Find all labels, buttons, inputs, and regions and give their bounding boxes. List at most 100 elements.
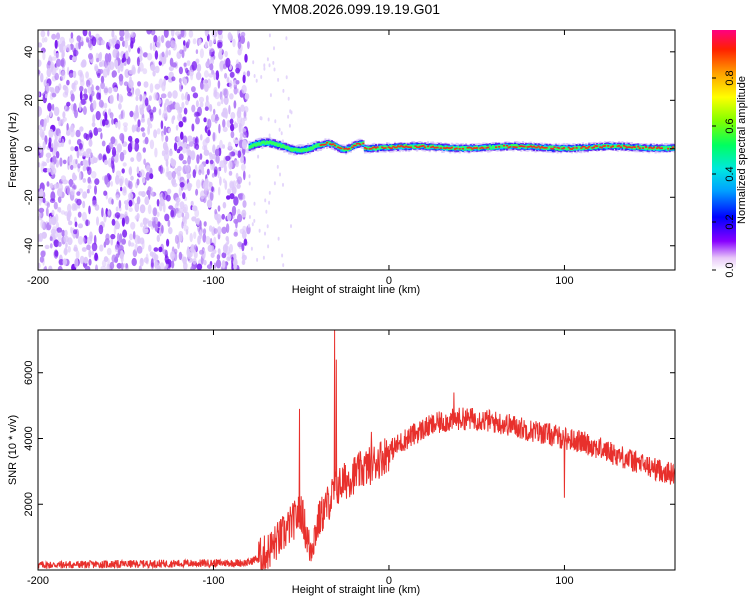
- heatmap-cell: [92, 100, 97, 110]
- heatmap-cell: [264, 198, 267, 203]
- heatmap-cell: [242, 194, 246, 200]
- heatmap-cell: [237, 176, 243, 185]
- heatmap-cell: [416, 144, 419, 148]
- heatmap-cell: [202, 139, 208, 148]
- heatmap-cell: [134, 202, 140, 213]
- heatmap-cell: [225, 223, 230, 234]
- heatmap-cell: [118, 103, 122, 110]
- heatmap-cell: [273, 46, 275, 51]
- heatmap-cell: [44, 244, 50, 250]
- heatmap-cell: [191, 86, 196, 93]
- heatmap-cell: [147, 220, 153, 227]
- heatmap-cell: [144, 97, 149, 107]
- heatmap-cell: [404, 145, 408, 148]
- heatmap-cell: [545, 146, 548, 149]
- heatmap-cell: [187, 93, 191, 102]
- heatmap-cell: [181, 101, 185, 109]
- heatmap-cell: [148, 95, 152, 101]
- heatmap-cell: [248, 174, 251, 179]
- colorbar-tick-label: 0.0: [724, 262, 736, 277]
- heatmap-cell: [191, 61, 198, 71]
- heatmap-cell: [206, 264, 213, 270]
- heatmap-cell: [48, 215, 53, 226]
- heatmap-cell: [146, 165, 151, 172]
- heatmap-cell: [362, 142, 365, 145]
- heatmap-cell: [77, 211, 82, 218]
- heatmap-cell: [103, 85, 109, 96]
- heatmap-cell: [237, 213, 243, 223]
- heatmap-cell: [130, 40, 134, 49]
- heatmap-cell: [66, 66, 70, 76]
- heatmap-cell: [229, 181, 235, 191]
- heatmap-cell: [123, 81, 129, 86]
- heatmap-cell: [551, 148, 554, 150]
- heatmap-cell: [188, 252, 193, 258]
- heatmap-cell: [153, 92, 158, 101]
- heatmap-cell: [431, 145, 434, 148]
- heatmap-cell: [191, 216, 197, 222]
- heatmap-cell: [268, 63, 271, 68]
- heatmap-cell: [173, 142, 178, 152]
- heatmap-cell: [469, 146, 472, 149]
- heatmap-cell: [528, 144, 531, 148]
- heatmap-cell: [151, 190, 154, 197]
- heatmap-cell: [209, 104, 213, 112]
- heatmap-cell: [252, 60, 255, 65]
- heatmap-cell: [58, 259, 64, 266]
- x-tick-label: -200: [27, 575, 49, 587]
- heatmap-cell: [596, 145, 599, 149]
- heatmap-cell: [613, 145, 616, 149]
- heatmap-cell: [235, 63, 240, 70]
- heatmap-cell: [384, 147, 387, 149]
- heatmap-cell: [280, 144, 283, 149]
- heatmap-cell: [88, 205, 91, 215]
- heatmap-cell: [124, 68, 130, 78]
- heatmap-cell: [209, 245, 215, 253]
- heatmap-cell: [81, 247, 87, 252]
- heatmap-cell: [38, 69, 41, 75]
- heatmap-cell: [87, 184, 92, 190]
- heatmap-cell: [198, 96, 205, 103]
- heatmap-cell: [201, 169, 205, 175]
- heatmap-cell: [70, 93, 75, 102]
- heatmap-cell: [446, 146, 449, 149]
- heatmap-cell: [227, 141, 232, 150]
- heatmap-cell: [384, 145, 387, 149]
- heatmap-cell: [39, 146, 42, 153]
- heatmap-cell: [272, 60, 275, 65]
- heatmap-cell: [70, 164, 74, 170]
- heatmap-cell: [162, 190, 168, 201]
- heatmap-cell: [231, 205, 237, 216]
- heatmap-cell: [166, 165, 169, 175]
- heatmap-cell: [130, 157, 135, 163]
- heatmap-cell: [61, 59, 65, 66]
- heatmap-cell: [268, 200, 271, 205]
- heatmap-cell: [438, 145, 441, 149]
- heatmap-cell: [175, 31, 181, 36]
- heatmap-cell: [168, 227, 173, 235]
- heatmap-cell: [80, 99, 86, 105]
- heatmap-cell: [525, 145, 528, 149]
- heatmap-cell: [58, 133, 62, 142]
- heatmap-cell: [161, 51, 165, 58]
- heatmap-cell: [131, 141, 136, 150]
- heatmap-cell: [178, 153, 184, 161]
- heatmap-cell: [86, 166, 90, 172]
- heatmap-cell: [57, 116, 60, 122]
- heatmap-cell: [120, 262, 124, 270]
- heatmap-cell: [564, 147, 567, 151]
- heatmap-cell: [234, 121, 237, 129]
- heatmap-cell: [103, 102, 108, 109]
- heatmap-cell: [110, 237, 114, 246]
- heatmap-cell: [165, 135, 169, 143]
- heatmap-cell: [203, 145, 208, 153]
- heatmap-cell: [275, 142, 278, 146]
- heatmap-cell: [212, 145, 215, 153]
- heatmap-cell: [79, 85, 84, 92]
- heatmap-cell: [515, 146, 518, 149]
- heatmap-cell: [58, 207, 62, 213]
- heatmap-cell: [85, 153, 90, 158]
- heatmap-cell: [149, 83, 154, 93]
- heatmap-cell: [95, 110, 101, 121]
